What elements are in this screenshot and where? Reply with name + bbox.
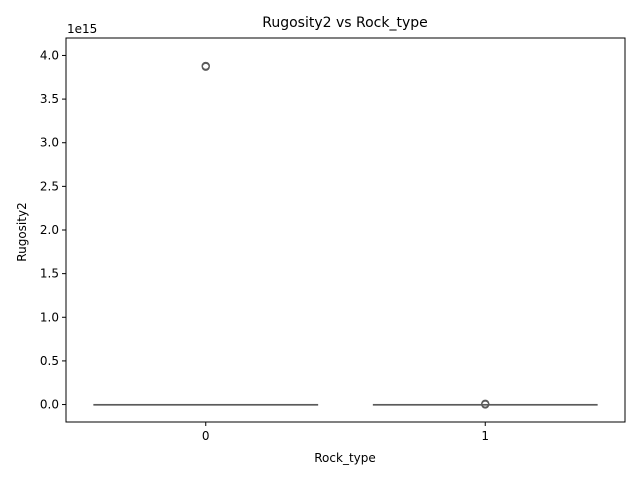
y-tick-label: 1.0 (40, 310, 59, 324)
x-tick-label: 0 (202, 429, 210, 443)
x-tick-label: 1 (481, 429, 489, 443)
y-tick-label: 0.0 (40, 398, 59, 412)
y-tick-label: 2.0 (40, 223, 59, 237)
y-axis-offset-label: 1e15 (67, 22, 97, 36)
y-tick-label: 3.5 (40, 92, 59, 106)
y-tick-label: 3.0 (40, 136, 59, 150)
y-tick-label: 2.5 (40, 179, 59, 193)
plot-area: 0.0 0.5 1.0 1.5 2.0 2.5 3.0 3.5 4.0 0 1 (40, 48, 598, 443)
y-axis-label: Rugosity2 (15, 202, 29, 261)
axes-frame (65, 37, 626, 423)
outlier-point (481, 399, 490, 408)
y-tick-label: 1.5 (40, 267, 59, 281)
x-axis-label: Rock_type (314, 451, 376, 465)
y-tick-label: 4.0 (40, 48, 59, 62)
chart-title: Rugosity2 vs Rock_type (262, 15, 428, 31)
outlier-point (201, 61, 210, 71)
y-tick-label: 0.5 (40, 354, 59, 368)
